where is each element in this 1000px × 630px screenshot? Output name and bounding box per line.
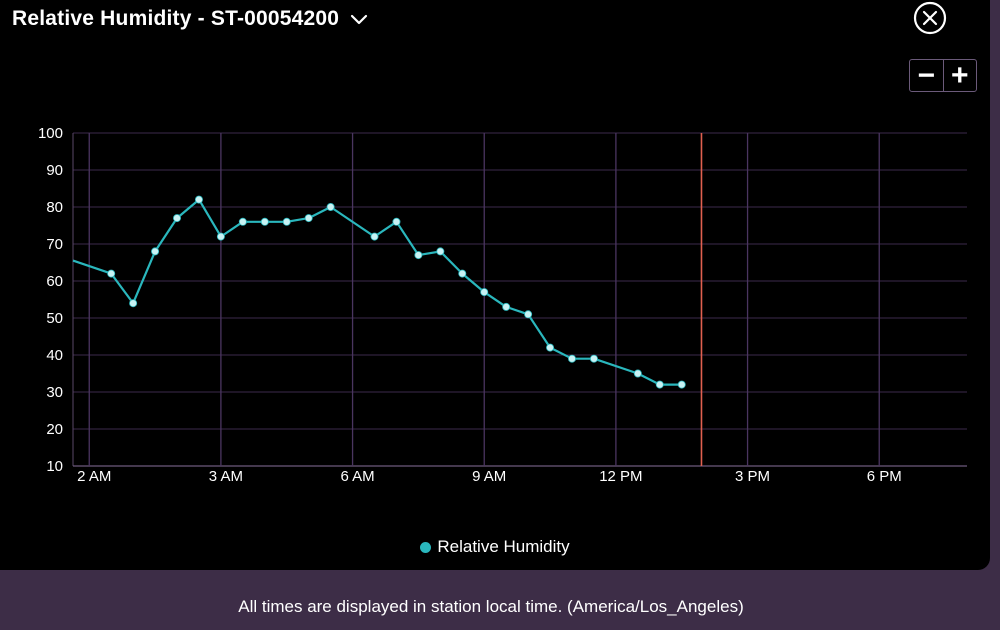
zoom-out-button[interactable]: −: [917, 59, 936, 92]
data-point: [129, 299, 138, 308]
data-point: [370, 232, 379, 241]
station-selector[interactable]: Relative Humidity - ST-00054200: [12, 4, 369, 34]
chart-panel: [0, 0, 990, 570]
x-tick-label: 3 AM: [209, 468, 243, 485]
y-tick-label: 70: [46, 236, 63, 253]
data-point: [546, 343, 555, 352]
chevron-down-icon: [351, 14, 368, 25]
legend-label: Relative Humidity: [437, 537, 570, 556]
humidity-chart: 10 20 30 40 50 60 70 80 90 100 2 AM 3 AM 6 AM 9 AM 12…: [38, 125, 967, 485]
data-point: [282, 217, 291, 226]
grid: [72, 132, 967, 467]
data-point: [107, 269, 116, 278]
legend-swatch: [420, 541, 432, 553]
data-point: [458, 269, 467, 278]
y-tick-label: 80: [46, 199, 63, 216]
data-point: [173, 214, 182, 223]
data-point: [392, 217, 401, 226]
data-point: [260, 217, 269, 226]
y-tick-label: 50: [46, 310, 63, 327]
data-point: [151, 247, 160, 256]
data-point: [194, 195, 203, 204]
zoom-controls: − +: [909, 59, 977, 92]
data-point: [414, 251, 423, 260]
data-point: [326, 202, 335, 211]
y-axis: 10 20 30 40 50 60 70 80 90 100: [38, 125, 63, 475]
x-tick-label: 3 PM: [735, 468, 770, 485]
page-title: Relative Humidity - ST-00054200: [12, 7, 340, 30]
y-tick-label: 40: [46, 347, 63, 364]
x-tick-label: 6 PM: [867, 468, 902, 485]
x-tick-label: 2 AM: [77, 468, 111, 485]
data-point: [633, 369, 642, 378]
legend[interactable]: Relative Humidity: [0, 537, 990, 557]
y-tick-label: 30: [46, 384, 63, 401]
data-point: [480, 288, 489, 297]
x-tick-label: 6 AM: [340, 468, 374, 485]
x-tick-label: 9 AM: [472, 468, 506, 485]
series-relative-humidity: [72, 195, 686, 389]
data-point: [568, 354, 577, 363]
data-point: [502, 302, 511, 311]
zoom-in-button[interactable]: +: [942, 60, 977, 91]
data-point: [589, 354, 598, 363]
data-point: [238, 217, 247, 226]
close-icon[interactable]: [913, 1, 947, 35]
timezone-note: All times are displayed in station local…: [238, 597, 744, 616]
data-point: [216, 232, 225, 241]
data-point: [655, 380, 664, 389]
data-point: [524, 310, 533, 319]
data-point: [677, 380, 686, 389]
data-point: [304, 214, 313, 223]
y-tick-label: 10: [46, 458, 63, 475]
series-line: [72, 198, 682, 386]
y-tick-label: 90: [46, 162, 63, 179]
y-tick-label: 100: [38, 125, 63, 142]
x-axis: 2 AM 3 AM 6 AM 9 AM 12 PM 3 PM 6 PM: [77, 468, 902, 485]
x-tick-label: 12 PM: [599, 468, 642, 485]
y-tick-label: 60: [46, 273, 63, 290]
y-tick-label: 20: [46, 421, 63, 438]
data-point: [436, 247, 445, 256]
